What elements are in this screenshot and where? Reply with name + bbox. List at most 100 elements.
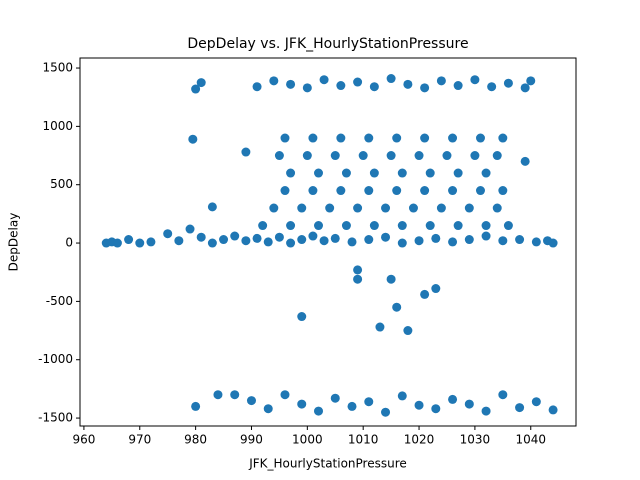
chart-title: DepDelay vs. JFK_HourlyStationPressure: [187, 36, 468, 52]
point: [498, 186, 508, 196]
point: [392, 186, 402, 196]
point: [375, 322, 385, 332]
point: [353, 77, 363, 87]
point: [252, 82, 262, 92]
x-tick-label: 970: [128, 433, 151, 447]
point: [431, 233, 441, 243]
point: [498, 390, 508, 400]
point: [464, 235, 474, 245]
point: [297, 399, 307, 409]
point: [325, 203, 335, 213]
point: [503, 221, 513, 231]
point: [403, 79, 413, 89]
point: [520, 83, 530, 93]
point: [369, 168, 379, 178]
point: [330, 151, 340, 161]
point: [470, 75, 480, 85]
point: [274, 151, 284, 161]
point: [353, 274, 363, 284]
point: [308, 231, 318, 241]
point: [353, 265, 363, 275]
point: [347, 237, 357, 247]
point: [381, 203, 391, 213]
point: [470, 151, 480, 161]
point: [453, 168, 463, 178]
point: [213, 390, 223, 400]
point: [381, 407, 391, 417]
point: [230, 231, 240, 241]
point: [163, 229, 173, 239]
point: [297, 203, 307, 213]
point: [397, 221, 407, 231]
point: [286, 221, 296, 231]
point: [308, 133, 318, 143]
point: [191, 84, 201, 94]
point: [414, 151, 424, 161]
point: [448, 237, 458, 247]
y-tick-label: -500: [46, 294, 73, 308]
point: [420, 133, 430, 143]
point: [280, 390, 290, 400]
point: [146, 237, 156, 247]
point: [464, 399, 474, 409]
point: [269, 203, 279, 213]
point: [481, 231, 491, 241]
point: [314, 168, 324, 178]
point: [353, 203, 363, 213]
point: [531, 397, 541, 407]
point: [515, 235, 525, 245]
point: [420, 289, 430, 299]
point: [531, 237, 541, 247]
point: [420, 186, 430, 196]
point: [431, 284, 441, 294]
point: [112, 238, 122, 248]
point: [358, 151, 368, 161]
point: [185, 224, 195, 234]
x-tick-label: 1010: [348, 433, 379, 447]
point: [263, 404, 273, 414]
point: [286, 238, 296, 248]
point: [280, 186, 290, 196]
y-tick-label: -1000: [38, 352, 73, 366]
point: [503, 78, 513, 88]
point: [364, 133, 374, 143]
point: [520, 156, 530, 166]
point: [498, 133, 508, 143]
point: [246, 396, 256, 406]
y-tick-label: 1500: [42, 61, 73, 75]
point: [124, 235, 134, 245]
point: [219, 235, 229, 245]
point: [431, 404, 441, 414]
point: [369, 221, 379, 231]
point: [436, 203, 446, 213]
point: [392, 133, 402, 143]
point: [397, 168, 407, 178]
point: [481, 221, 491, 231]
point: [263, 237, 273, 247]
point: [286, 79, 296, 89]
point: [448, 133, 458, 143]
point: [174, 236, 184, 246]
point: [330, 393, 340, 403]
point: [381, 232, 391, 242]
point: [302, 151, 312, 161]
point: [481, 406, 491, 416]
point: [196, 78, 206, 88]
x-tick-label: 960: [72, 433, 95, 447]
point: [481, 168, 491, 178]
y-axis-label: DepDelay: [7, 213, 21, 272]
point: [319, 236, 329, 246]
y-tick-label: 1000: [42, 119, 73, 133]
point: [297, 235, 307, 245]
point: [314, 221, 324, 231]
y-tick-label: 0: [65, 236, 73, 250]
x-tick-label: 990: [240, 433, 263, 447]
x-tick-label: 1020: [404, 433, 435, 447]
point: [414, 236, 424, 246]
point: [241, 236, 251, 246]
point: [453, 81, 463, 91]
point: [425, 168, 435, 178]
point: [420, 83, 430, 93]
x-tick-label: 1040: [515, 433, 546, 447]
point: [314, 406, 324, 416]
